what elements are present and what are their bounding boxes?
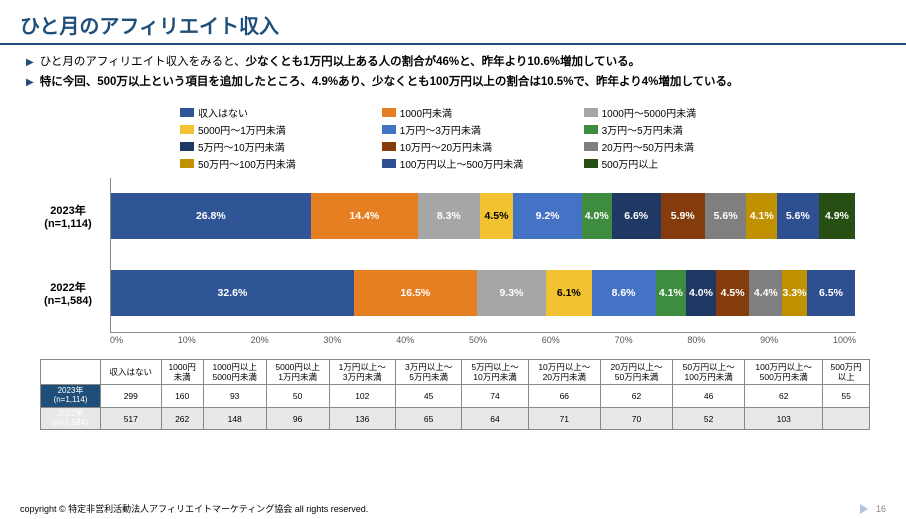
legend-item: 5万円〜10万円未満 <box>180 138 382 155</box>
legend-item: 1万円〜3万円未満 <box>382 121 584 138</box>
bar-segment: 8.3% <box>418 193 480 239</box>
legend-item: 500万円以上 <box>584 155 786 172</box>
bar-segment: 6.5% <box>807 270 855 316</box>
page-title: ひと月のアフィリエイト収入 <box>0 0 906 45</box>
bar-segment: 4.4% <box>749 270 782 316</box>
bar-segment: 4.1% <box>746 193 777 239</box>
legend-item: 20万円〜50万円未満 <box>584 138 786 155</box>
bar-segment: 5.9% <box>661 193 705 239</box>
stacked-bar: 26.8%14.4%8.3%4.5%9.2%4.0%6.6%5.9%5.6%4.… <box>111 193 856 239</box>
x-axis: 0%10%20%30%40%50%60%70%80%90%100% <box>110 335 856 345</box>
bar-segment: 9.2% <box>513 193 582 239</box>
swatch <box>584 108 598 117</box>
bar-segment: 5.6% <box>777 193 819 239</box>
bar-segment: 26.8% <box>111 193 311 239</box>
row-label: 2022年 (n=1,584) <box>31 279 111 307</box>
bar-segment: 16.5% <box>354 270 477 316</box>
bar-segment: 4.0% <box>582 193 612 239</box>
bar-segment: 4.5% <box>480 193 514 239</box>
footer: copyright © 特定非営利活動法人アフィリエイトマーケティング協会 al… <box>0 502 906 515</box>
bar-segment: 4.5% <box>716 270 750 316</box>
bar-segment: 3.3% <box>782 270 807 316</box>
swatch <box>382 142 396 151</box>
swatch <box>180 125 194 134</box>
legend-item: 5000円〜1万円未満 <box>180 121 382 138</box>
swatch <box>584 125 598 134</box>
legend-item: 収入はない <box>180 104 382 121</box>
bar-segment: 32.6% <box>111 270 354 316</box>
bar-segment: 6.6% <box>612 193 661 239</box>
legend-item: 10万円〜20万円未満 <box>382 138 584 155</box>
bar-segment: 14.4% <box>311 193 418 239</box>
bar-segment: 5.6% <box>705 193 747 239</box>
bar-segment: 4.9% <box>819 193 856 239</box>
data-table: 収入はない1000円 未満1000円以上 5000円未満5000円以上 1万円未… <box>40 359 870 431</box>
triangle-icon <box>860 504 868 514</box>
bar-segment: 9.3% <box>477 270 546 316</box>
copyright: copyright © 特定非営利活動法人アフィリエイトマーケティング協会 al… <box>20 502 368 515</box>
swatch <box>584 159 598 168</box>
bar-segment: 4.1% <box>656 270 687 316</box>
bar-segment: 8.6% <box>592 270 656 316</box>
legend-item: 50万円〜100万円未満 <box>180 155 382 172</box>
legend: 収入はない1000円未満1000円〜5000円未満 5000円〜1万円未満1万円〜… <box>110 102 856 174</box>
swatch <box>180 142 194 151</box>
chart: 収入はない1000円未満1000円〜5000円未満 5000円〜1万円未満1万円〜… <box>110 102 856 345</box>
chart-area: 2023年 (n=1,114)26.8%14.4%8.3%4.5%9.2%4.0… <box>110 178 856 333</box>
stacked-bar: 32.6%16.5%9.3%6.1%8.6%4.1%4.0%4.5%4.4%3.… <box>111 270 856 316</box>
swatch <box>382 159 396 168</box>
row-label: 2023年 (n=1,114) <box>31 202 111 230</box>
swatch <box>180 108 194 117</box>
legend-item: 100万円以上〜500万円未満 <box>382 155 584 172</box>
swatch <box>180 159 194 168</box>
swatch <box>584 142 598 151</box>
legend-item: 1000円〜5000円未満 <box>584 104 786 121</box>
bullets: ▶ひと月のアフィリエイト収入をみると、少なくとも1万円以上ある人の割合が46%と… <box>0 45 906 98</box>
swatch <box>382 108 396 117</box>
bar-segment: 6.1% <box>546 270 591 316</box>
bar-segment: 4.0% <box>686 270 716 316</box>
legend-item: 1000円未満 <box>382 104 584 121</box>
swatch <box>382 125 396 134</box>
legend-item: 3万円〜5万円未満 <box>584 121 786 138</box>
page-number: 16 <box>860 504 886 514</box>
